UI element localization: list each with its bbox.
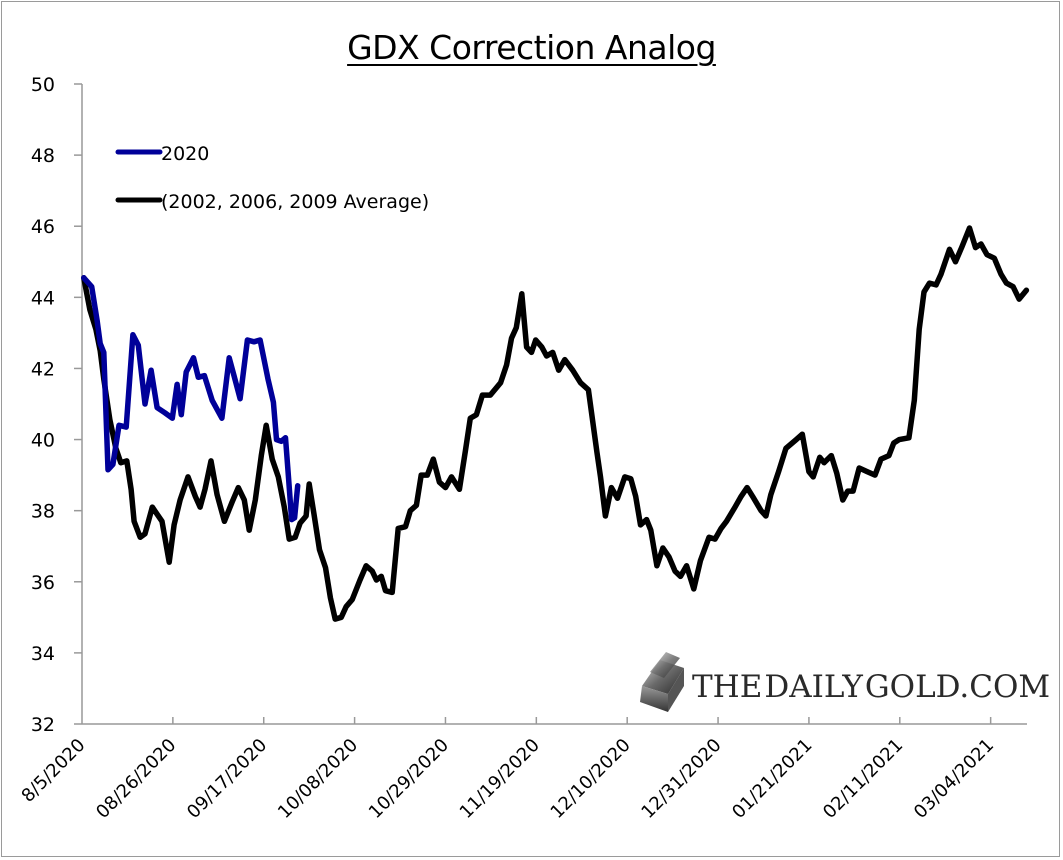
x-tick-label: 08/26/2020 <box>92 735 180 823</box>
y-tick-label: 36 <box>31 572 55 594</box>
watermark-text: THEDAILYGOLD.COM <box>692 669 1050 705</box>
series-group <box>81 225 1030 622</box>
watermark-logo: THEDAILYGOLD.COM <box>640 652 1050 712</box>
y-tick-label: 40 <box>31 430 55 452</box>
x-tick-label: 12/10/2020 <box>547 735 635 823</box>
x-axis-ticks: 8/5/2020 08/26/2020 09/17/2020 10/08/2020 10… <box>18 717 998 823</box>
x-tick-label: 12/31/2020 <box>637 735 725 823</box>
x-tick-label: 10/08/2020 <box>274 735 362 823</box>
series-line-average <box>81 225 1030 622</box>
x-tick-label: 11/19/2020 <box>456 735 544 823</box>
y-tick-label: 34 <box>31 643 55 665</box>
y-axis-ticks: 32 34 36 38 40 42 44 46 48 50 <box>31 74 82 736</box>
x-tick-label: 8/5/2020 <box>18 735 90 807</box>
y-tick-label: 38 <box>31 501 55 523</box>
x-tick-label: 01/21/2021 <box>728 735 816 823</box>
watermark-daily: DAILY <box>764 669 863 705</box>
y-tick-label: 44 <box>31 287 55 309</box>
series-line-2020 <box>81 275 301 523</box>
x-tick-label: 03/04/2021 <box>910 735 998 823</box>
watermark-the: THE <box>692 669 762 705</box>
legend-label-2020: 2020 <box>161 143 209 165</box>
y-tick-label: 48 <box>31 145 55 167</box>
x-tick-label: 09/17/2020 <box>183 735 271 823</box>
legend: 2020 (2002, 2006, 2009 Average) <box>115 143 429 213</box>
axes <box>81 84 1027 725</box>
chart-title: GDX Correction Analog <box>347 28 716 67</box>
x-tick-label: 02/11/2021 <box>819 735 907 823</box>
y-tick-label: 42 <box>31 358 55 380</box>
watermark-com: .COM <box>959 669 1050 705</box>
y-tick-label: 50 <box>31 74 55 96</box>
legend-label-average: (2002, 2006, 2009 Average) <box>161 191 429 213</box>
y-tick-label: 32 <box>31 714 55 736</box>
watermark-gold: GOLD <box>865 669 960 705</box>
x-tick-label: 10/29/2020 <box>365 735 453 823</box>
y-tick-label: 46 <box>31 216 55 238</box>
gold-bar-icon <box>640 652 684 712</box>
